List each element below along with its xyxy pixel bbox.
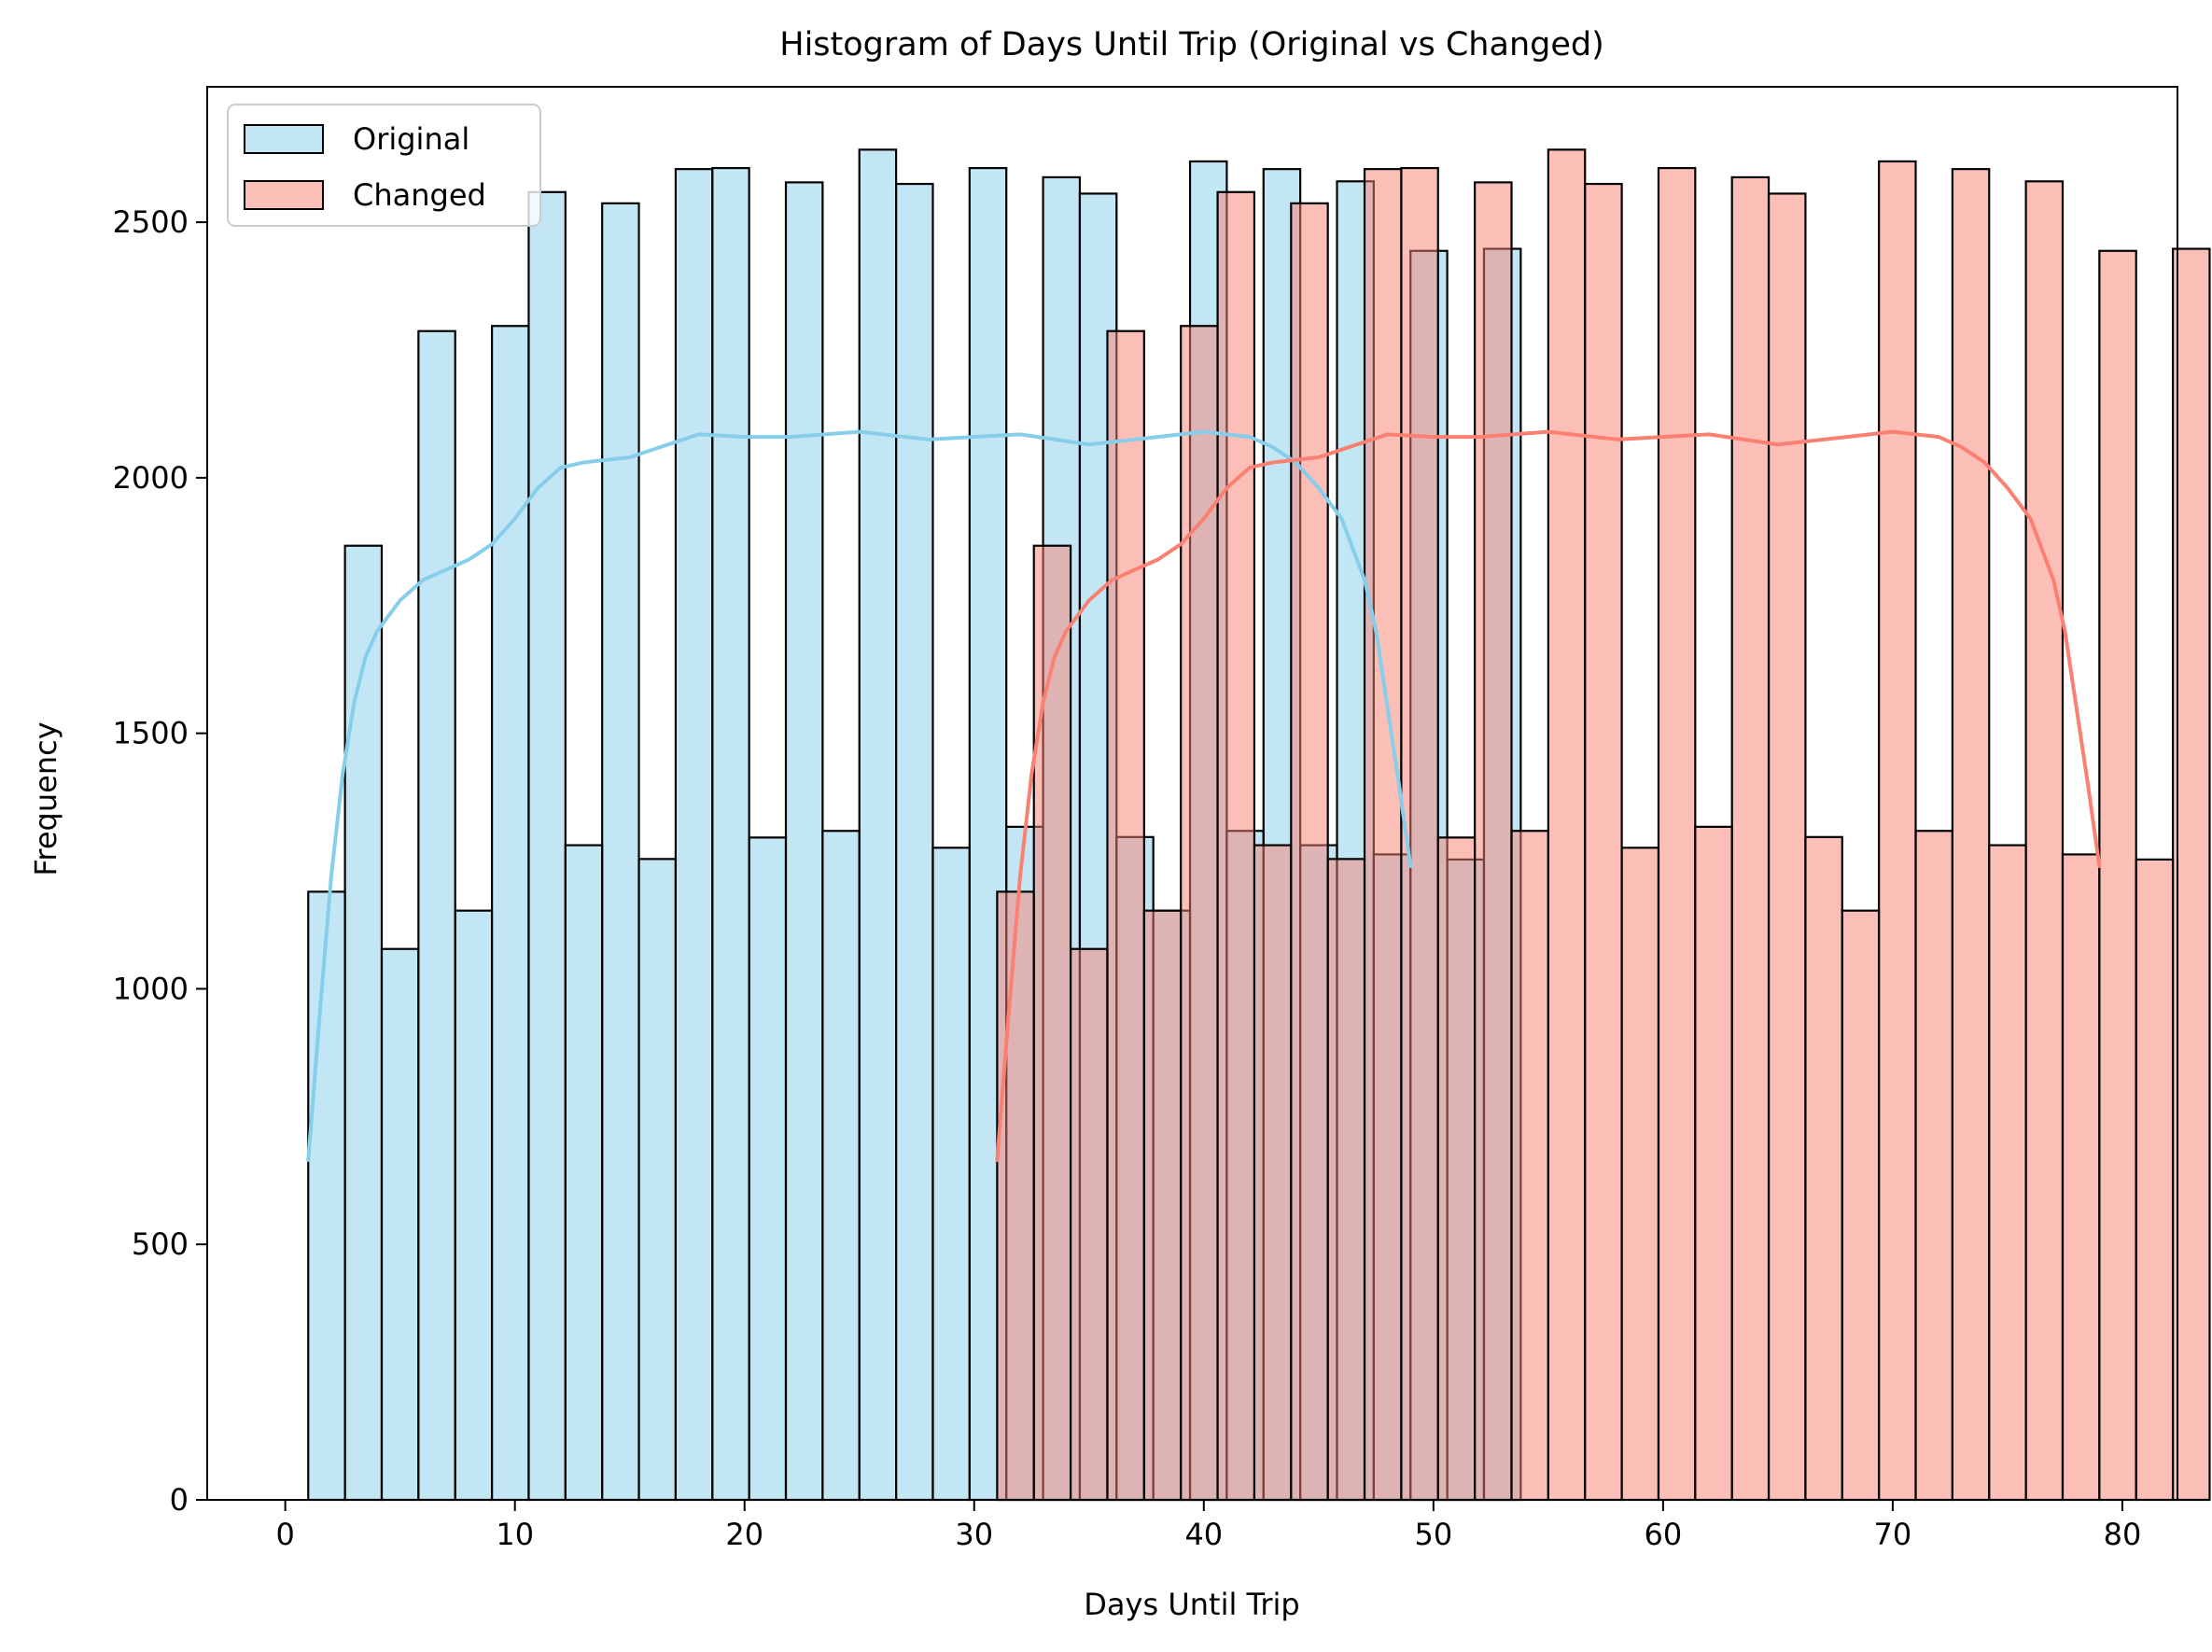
bar-changed-24 — [1878, 160, 1917, 1502]
legend: Original Changed — [227, 104, 541, 227]
kde-line-changed — [995, 429, 2102, 1162]
bar-changed-14 — [1510, 830, 1549, 1502]
bar-original-18 — [968, 166, 1008, 1502]
legend-label-changed: Changed — [353, 177, 486, 213]
x-axis-label: Days Until Trip — [1084, 1587, 1299, 1622]
bar-changed-29 — [2061, 853, 2101, 1502]
bar-changed-18 — [1657, 166, 1697, 1502]
bar-changed-32 — [2171, 247, 2211, 1502]
bar-original-9 — [637, 858, 678, 1502]
bar-changed-13 — [1474, 181, 1513, 1502]
y-axis-label: Frequency — [28, 721, 63, 875]
chart-title: Histogram of Days Until Trip (Original v… — [779, 26, 1604, 63]
bar-changed-12 — [1436, 836, 1477, 1502]
bar-changed-0 — [996, 890, 1035, 1502]
bar-changed-25 — [1914, 830, 1953, 1502]
y-tick-label-0: 0 — [170, 1482, 189, 1518]
bar-changed-10 — [1363, 168, 1403, 1502]
bar-original-7 — [564, 844, 604, 1502]
bar-changed-26 — [1951, 168, 1991, 1502]
bar-original-11 — [711, 166, 750, 1502]
bar-changed-5 — [1180, 325, 1219, 1502]
bar-original-3 — [417, 329, 456, 1502]
bar-changed-8 — [1290, 202, 1329, 1502]
bar-changed-17 — [1620, 847, 1660, 1502]
bar-original-15 — [858, 148, 898, 1502]
bar-original-5 — [490, 325, 530, 1502]
bar-changed-28 — [2024, 180, 2065, 1502]
bar-changed-22 — [1804, 835, 1843, 1502]
x-tick-label-60: 60 — [1645, 1517, 1683, 1552]
bar-original-17 — [931, 847, 971, 1502]
bar-original-8 — [601, 202, 640, 1502]
x-tick-label-0: 0 — [275, 1517, 294, 1552]
bar-changed-9 — [1326, 858, 1366, 1502]
bar-original-12 — [748, 836, 788, 1502]
bar-changed-31 — [2135, 858, 2175, 1502]
legend-label-original: Original — [353, 121, 469, 157]
bar-changed-16 — [1584, 182, 1623, 1502]
bar-original-0 — [307, 890, 346, 1502]
kde-line-original — [306, 429, 1413, 1162]
x-tick-label-50: 50 — [1414, 1517, 1452, 1552]
x-tick-label-20: 20 — [725, 1517, 763, 1552]
bar-changed-27 — [1988, 844, 2027, 1502]
bar-original-16 — [895, 182, 934, 1502]
bar-original-1 — [343, 544, 384, 1502]
bar-original-14 — [821, 830, 861, 1502]
bar-changed-30 — [2098, 249, 2137, 1502]
y-tick-label-1000: 1000 — [113, 971, 189, 1006]
plot-frame — [206, 86, 2178, 1501]
bar-changed-19 — [1694, 825, 1733, 1502]
bar-changed-23 — [1841, 909, 1881, 1502]
y-tick-label-2500: 2500 — [113, 204, 189, 240]
bar-changed-15 — [1547, 148, 1587, 1502]
bar-changed-4 — [1142, 909, 1183, 1502]
x-tick-label-80: 80 — [2104, 1517, 2142, 1552]
bar-original-13 — [784, 181, 824, 1502]
y-tick-label-2000: 2000 — [113, 460, 189, 496]
bar-changed-20 — [1730, 175, 1771, 1502]
bar-changed-1 — [1032, 544, 1072, 1502]
y-tick-label-1500: 1500 — [113, 716, 189, 751]
x-tick-label-30: 30 — [955, 1517, 993, 1552]
bar-original-4 — [454, 909, 494, 1502]
legend-swatch-original — [244, 124, 324, 154]
bar-original-10 — [674, 168, 714, 1502]
x-tick-label-70: 70 — [1874, 1517, 1912, 1552]
x-tick-label-40: 40 — [1184, 1517, 1223, 1552]
bar-original-6 — [527, 190, 567, 1502]
bar-changed-3 — [1106, 329, 1145, 1502]
y-tick-label-500: 500 — [132, 1226, 189, 1262]
bar-original-2 — [380, 947, 420, 1502]
bar-changed-6 — [1216, 190, 1256, 1502]
bar-changed-7 — [1253, 844, 1293, 1502]
bar-changed-2 — [1069, 947, 1109, 1502]
legend-swatch-changed — [244, 180, 324, 210]
bar-changed-21 — [1767, 192, 1807, 1502]
x-tick-label-10: 10 — [496, 1517, 534, 1552]
